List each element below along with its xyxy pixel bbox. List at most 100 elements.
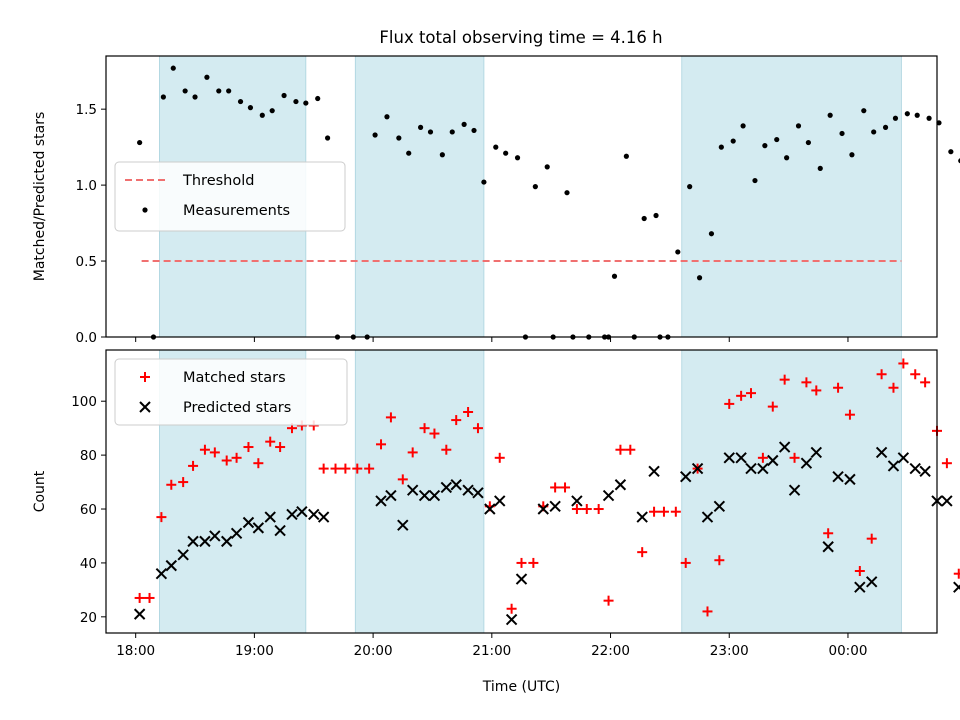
measurement-point bbox=[303, 100, 309, 106]
measurement-point bbox=[861, 108, 867, 114]
matched-star-point bbox=[603, 595, 614, 606]
predicted-star-point bbox=[484, 503, 496, 515]
predicted-star-point bbox=[397, 519, 409, 531]
y-axis-label: Count bbox=[32, 470, 48, 512]
predicted-star-point bbox=[462, 484, 474, 496]
matched-star-point bbox=[625, 444, 636, 455]
measurement-point bbox=[493, 144, 499, 150]
matched-star-point bbox=[419, 423, 430, 434]
measurement-point bbox=[708, 231, 715, 237]
predicted-star-point bbox=[242, 516, 255, 529]
matched-star-point bbox=[910, 369, 921, 380]
legend-label: Measurements bbox=[183, 203, 290, 219]
predicted-star-point bbox=[680, 470, 692, 483]
chart-title: Flux total observing time = 4.16 h bbox=[379, 28, 662, 47]
predicted-star-point bbox=[230, 527, 243, 539]
y-tick-label: 40 bbox=[80, 556, 97, 572]
x-tick-label: 21:00 bbox=[472, 643, 511, 659]
matched-star-point bbox=[451, 415, 462, 426]
x-tick-label: 23:00 bbox=[710, 643, 749, 659]
predicted-star-point bbox=[406, 484, 419, 496]
measurement-point bbox=[675, 249, 681, 255]
matched-star-point bbox=[156, 512, 167, 523]
y-tick-label: 0.0 bbox=[76, 330, 97, 346]
matched-star-point bbox=[637, 547, 648, 558]
matched-star-point bbox=[364, 463, 375, 474]
measurement-point bbox=[687, 184, 693, 190]
predicted-star-point bbox=[953, 581, 960, 593]
legend-box bbox=[114, 161, 346, 232]
predicted-star-point bbox=[494, 495, 506, 507]
predicted-star-point bbox=[515, 573, 528, 585]
matched-star-point bbox=[407, 447, 418, 458]
predicted-star-point bbox=[919, 465, 931, 477]
measurement-point bbox=[503, 150, 509, 156]
matched-star-point bbox=[615, 444, 626, 455]
predicted-star-point bbox=[614, 479, 627, 491]
matched-star-point bbox=[528, 557, 539, 568]
matched-star-point bbox=[376, 439, 387, 450]
measurement-point bbox=[740, 123, 746, 129]
predicted-star-point bbox=[571, 495, 583, 507]
predicted-star-point bbox=[636, 511, 648, 523]
measurement-point bbox=[247, 105, 254, 111]
matched-star-point bbox=[811, 385, 822, 396]
x-tick-label: 00:00 bbox=[829, 643, 868, 659]
matched-star-point bbox=[724, 398, 735, 409]
predicted-star-point bbox=[941, 495, 953, 507]
top-panel: 0.0 0.5 1.0 1.5 Matched/Predicted stars Thres… bbox=[32, 55, 960, 346]
measurement-point bbox=[216, 88, 222, 94]
matched-star-point bbox=[275, 442, 286, 453]
matched-star-point bbox=[318, 463, 329, 474]
measurement-point bbox=[936, 120, 942, 126]
predicted-star-point bbox=[691, 462, 704, 475]
predicted-star-point bbox=[778, 441, 791, 453]
measurement-point bbox=[849, 152, 855, 158]
measurement-point bbox=[839, 130, 845, 137]
matched-star-point bbox=[265, 436, 276, 447]
predicted-star-point bbox=[199, 535, 211, 548]
shaded-interval bbox=[681, 349, 902, 634]
measurement-point bbox=[892, 115, 899, 121]
matched-star-point bbox=[330, 463, 341, 474]
matched-star-point bbox=[221, 455, 232, 466]
measurement-point bbox=[471, 127, 477, 134]
measurement-point bbox=[762, 143, 768, 149]
predicted-star-point bbox=[252, 522, 265, 534]
predicted-star-point bbox=[723, 452, 735, 464]
matched-star-point bbox=[441, 444, 452, 455]
predicted-star-point bbox=[897, 452, 910, 464]
matched-star-point bbox=[463, 406, 474, 417]
predicted-star-point bbox=[274, 524, 286, 537]
matched-star-point bbox=[506, 603, 517, 614]
predicted-star-point bbox=[832, 470, 844, 483]
predicted-star-point bbox=[296, 506, 308, 518]
predicted-star-point bbox=[505, 613, 518, 626]
measurement-point bbox=[427, 129, 434, 135]
matched-star-point bbox=[670, 506, 681, 517]
predicted-star-point bbox=[549, 500, 561, 513]
measurement-point bbox=[315, 95, 321, 102]
measurement-point bbox=[372, 132, 378, 138]
matched-star-point bbox=[352, 463, 363, 474]
measurement-point bbox=[281, 92, 287, 99]
matched-star-point bbox=[472, 423, 483, 434]
predicted-star-point bbox=[701, 511, 714, 523]
measurement-point bbox=[774, 136, 780, 143]
matched-star-point bbox=[494, 452, 505, 463]
legend-label: Matched stars bbox=[183, 370, 286, 386]
predicted-star-point bbox=[767, 454, 779, 467]
matched-star-point bbox=[876, 369, 887, 380]
predicted-star-point bbox=[866, 576, 878, 588]
predicted-star-point bbox=[854, 581, 866, 593]
shaded-interval bbox=[354, 55, 485, 338]
matched-star-point bbox=[397, 474, 408, 485]
measurement-point bbox=[160, 94, 166, 100]
legend-x-swatch bbox=[139, 401, 151, 413]
measurement-point bbox=[137, 139, 143, 146]
measurement-point bbox=[827, 112, 833, 118]
x-tick-label: 22:00 bbox=[591, 643, 630, 659]
matched-star-point bbox=[593, 504, 604, 515]
y-tick-label: 1.0 bbox=[76, 178, 97, 194]
